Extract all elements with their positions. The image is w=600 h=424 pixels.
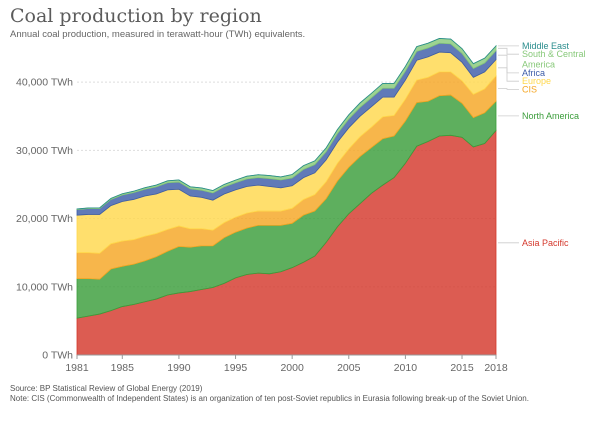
label-connector [498,67,519,82]
x-tick-label: 1990 [167,362,191,374]
label-connector [498,47,519,55]
area-series-group [76,37,497,356]
chart-title: Coal production by region [10,5,262,27]
area-middle-east [76,37,497,210]
label-connector [498,88,519,90]
source-note: Source: BP Statistical Review of Global … [10,384,203,393]
series-label-asia-pacific: Asia Pacific [522,238,569,248]
series-label-europe: Europe [522,76,551,86]
series-label-north-america: North America [522,111,579,121]
y-tick-label: 10,000 TWh [16,281,73,293]
x-tick-label: 2010 [394,362,418,374]
footnote: Note: CIS (Commonwealth of Independent S… [10,394,529,403]
x-tick-label: 2005 [337,362,361,374]
label-connector [498,54,519,74]
series-label-middle-east: Middle East [522,41,570,51]
x-tick-label: 2018 [484,362,508,374]
axes: 0 TWh 10,000 TWh 20,000 TWh 30,000 TWh 40,00… [16,77,508,374]
y-tick-label: 20,000 TWh [16,213,73,225]
x-tick-label: 1995 [224,362,248,374]
y-tick-label: 30,000 TWh [16,145,73,157]
series-label-cis: CIS [522,84,537,94]
x-tick-label: 2015 [450,362,474,374]
y-tick-label: 40,000 TWh [16,77,73,89]
y-tick-label: 0 TWh [42,350,73,362]
x-tick-label: 1981 [65,362,89,374]
chart-subtitle: Annual coal production, measured in tera… [10,29,306,40]
series-label-south-central-america: South & Central America [522,49,586,69]
x-tick-label: 2000 [280,362,304,374]
series-label-africa: Africa [522,68,545,78]
x-tick-label: 1985 [111,362,135,374]
